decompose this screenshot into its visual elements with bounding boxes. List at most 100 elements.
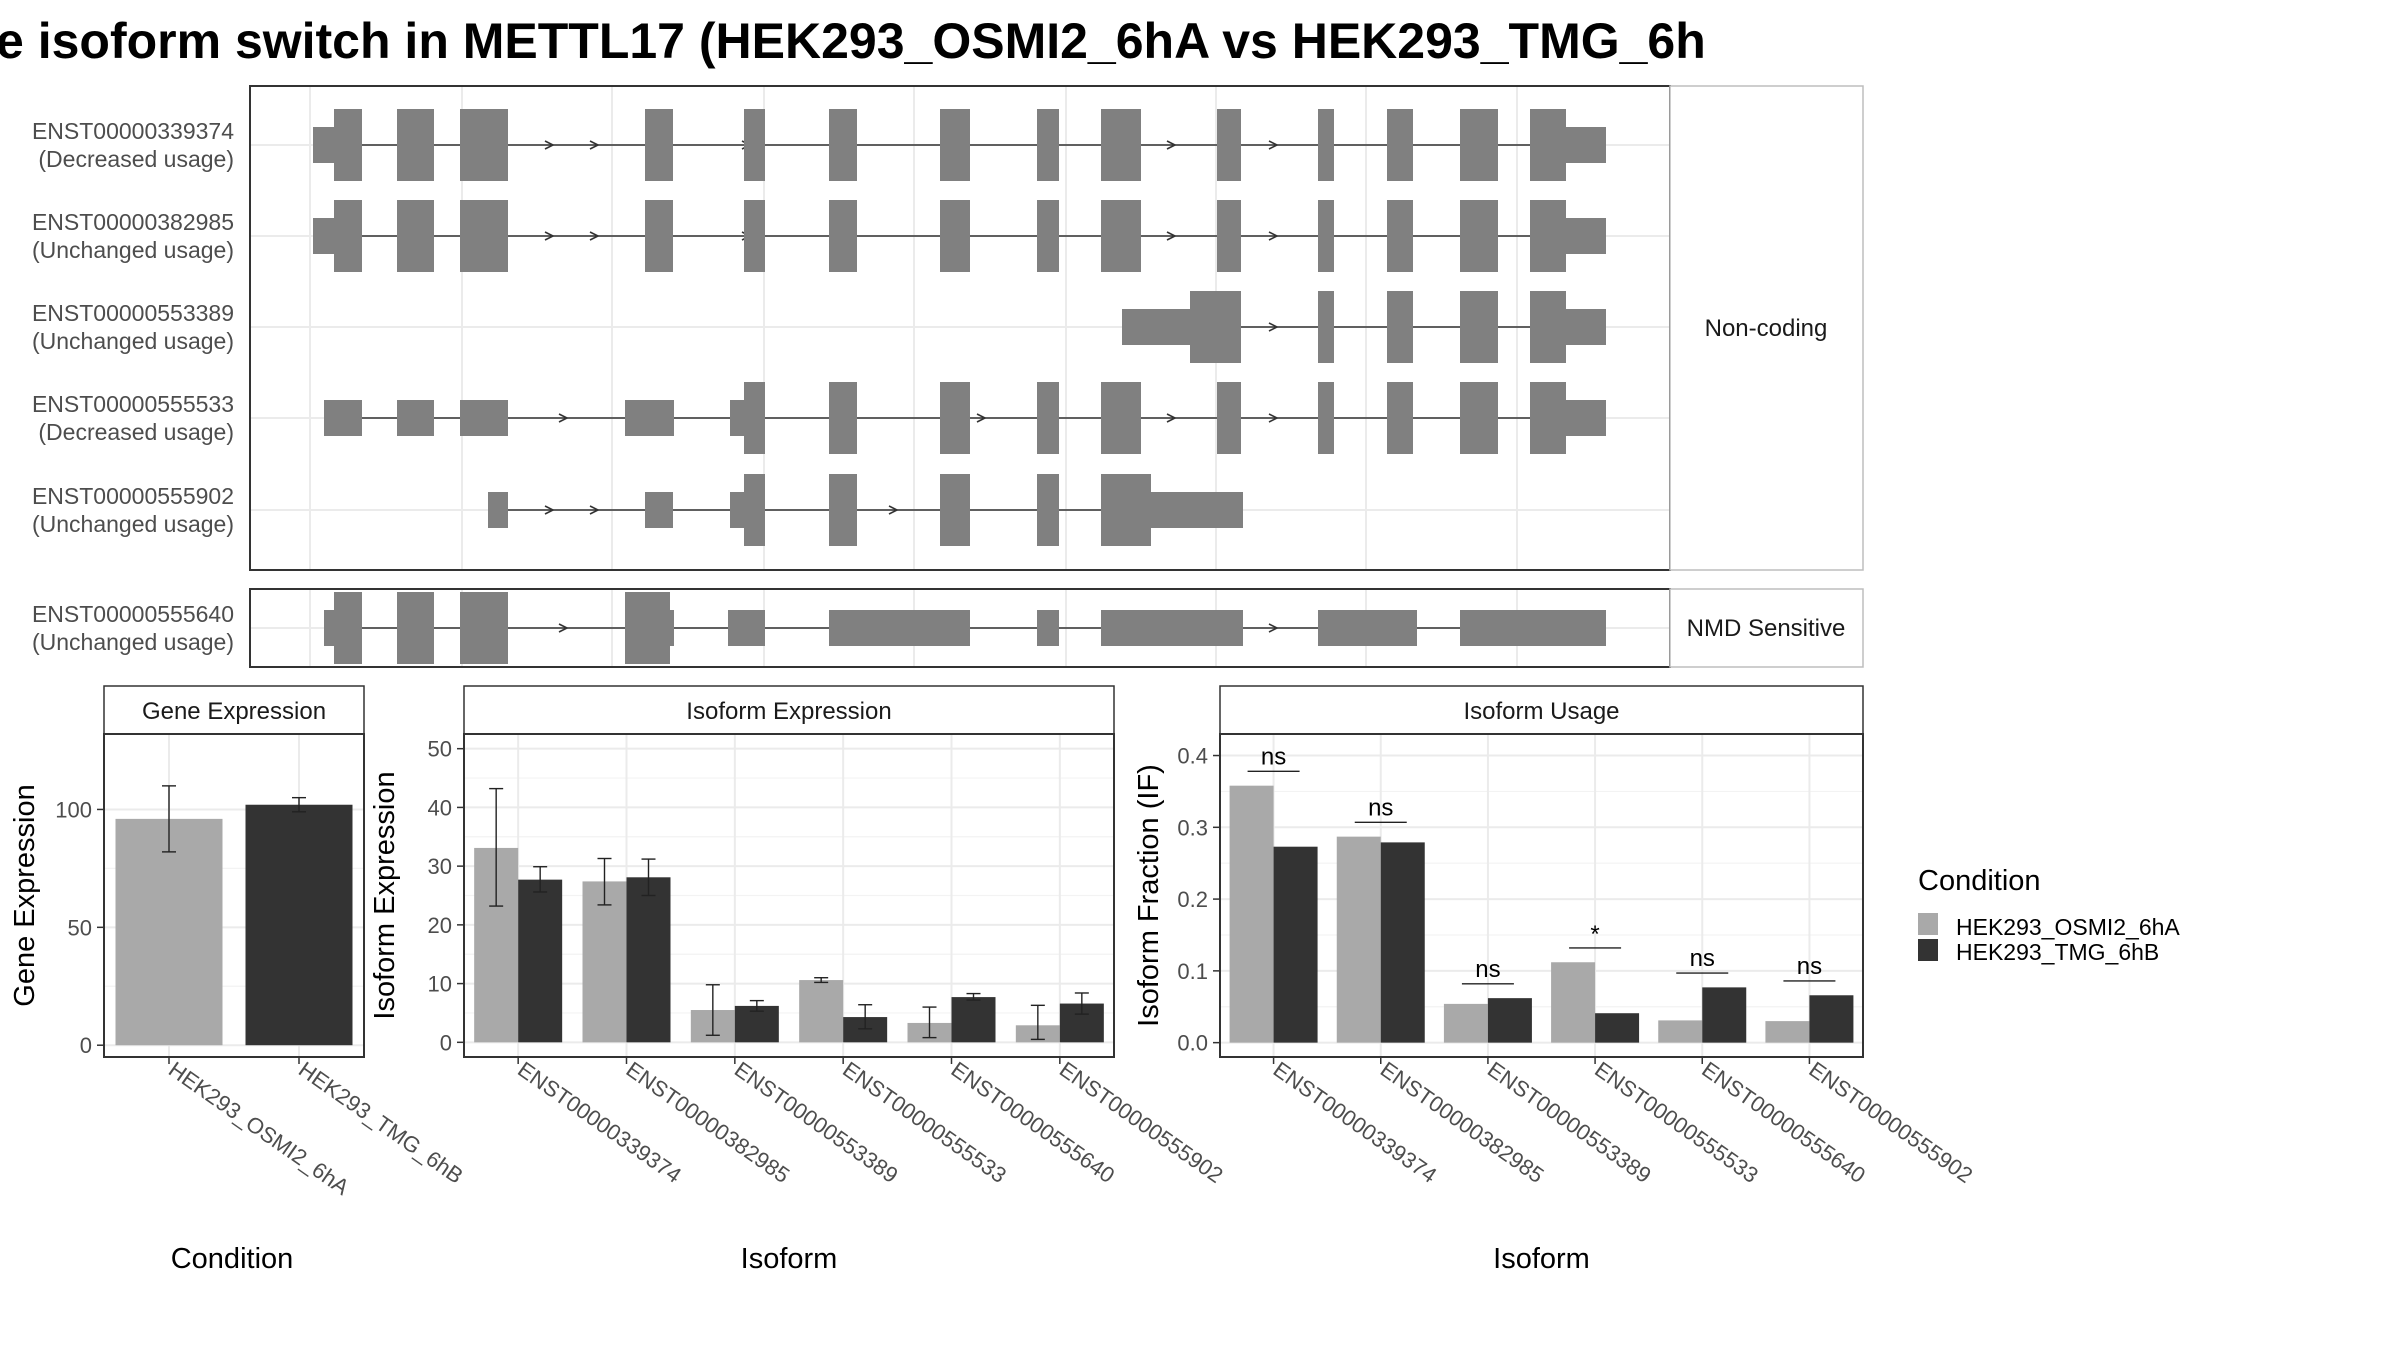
transcript-id-label: ENST00000382985 [32, 209, 234, 235]
exon [744, 382, 765, 454]
significance-label: ns [1475, 956, 1500, 983]
bar [1595, 1013, 1640, 1043]
exon [313, 218, 334, 254]
exon [1318, 610, 1417, 646]
bar [1702, 987, 1747, 1043]
significance-label: ns [1797, 953, 1822, 980]
facet-strip-label: NMD Sensitive [1687, 615, 1846, 642]
exon [1566, 400, 1606, 436]
bar [582, 881, 627, 1043]
exon [1122, 309, 1190, 345]
exon [1101, 200, 1141, 272]
bar [1658, 1020, 1703, 1043]
exon [625, 400, 674, 436]
exon [324, 400, 362, 436]
bar [1380, 842, 1425, 1043]
bar [1809, 995, 1854, 1043]
significance-label: ns [1368, 794, 1393, 821]
exon [829, 109, 857, 181]
exon [625, 592, 670, 664]
exon [728, 610, 765, 646]
chart-title: Isoform Expression [686, 698, 891, 725]
strand-arrow [589, 231, 600, 241]
exon [1530, 200, 1566, 272]
bar-charts: Gene Expression050100HEK293_OSMI2_6hAHEK… [9, 685, 1977, 1275]
bar [1273, 846, 1318, 1043]
exon [1037, 474, 1059, 546]
exon [1460, 382, 1498, 454]
exon [1037, 200, 1059, 272]
bar [626, 877, 671, 1043]
condition-legend: Condition HEK293_OSMI2_6hA HEK293_TMG_6h… [1918, 865, 2180, 965]
chart-border [463, 733, 1115, 1058]
chart-border [1219, 733, 1864, 1058]
exon [460, 592, 508, 664]
exon [730, 400, 744, 436]
significance-label: ns [1690, 945, 1715, 972]
bar [1487, 998, 1532, 1043]
exon [940, 474, 970, 546]
y-axis-title: Gene Expression [9, 784, 41, 1006]
exon [1101, 474, 1151, 546]
exon [334, 109, 362, 181]
exon [1037, 109, 1059, 181]
exon [1387, 109, 1413, 181]
exon [1318, 109, 1334, 181]
exon [1460, 109, 1498, 181]
y-tick-label: 40 [428, 795, 452, 820]
y-tick-label: 50 [428, 737, 452, 762]
exon [645, 200, 673, 272]
strand-arrow [589, 140, 600, 150]
exon [1566, 218, 1606, 254]
y-axis-title: Isoform Expression [369, 771, 401, 1019]
chart-strip [103, 685, 365, 735]
transcript-usage-label: (Unchanged usage) [32, 629, 234, 655]
exon [313, 127, 334, 163]
y-tick-label: 0.0 [1177, 1031, 1208, 1056]
exon [1318, 382, 1334, 454]
strand-arrow [1166, 140, 1177, 150]
significance-label: * [1590, 921, 1599, 948]
legend-title: Condition [1918, 865, 2041, 897]
exon [940, 109, 970, 181]
exon [1037, 382, 1059, 454]
exon [1387, 291, 1413, 363]
exon [334, 592, 362, 664]
exon [324, 610, 334, 646]
exon [1217, 382, 1241, 454]
x-axis-title: Isoform [741, 1243, 838, 1275]
exon [829, 382, 857, 454]
chart-title: Isoform Usage [1463, 698, 1619, 725]
y-tick-label: 100 [55, 797, 92, 822]
transcript-id-label: ENST00000553389 [32, 300, 234, 326]
bar [799, 980, 844, 1043]
facet-strip [1669, 588, 1864, 668]
exon [1190, 291, 1241, 363]
exon [1566, 127, 1606, 163]
exon [1530, 382, 1566, 454]
figure-title: e isoform switch in METTL17 (HEK293_OSMI… [0, 13, 1706, 69]
legend-swatch-cond2 [1918, 939, 1938, 961]
bar [1229, 785, 1274, 1043]
strand-arrow [976, 413, 987, 423]
strand-arrow [558, 413, 569, 423]
exon [488, 492, 508, 528]
transcript-usage-label: (Decreased usage) [38, 419, 234, 445]
exon [1217, 200, 1241, 272]
exon [1460, 291, 1498, 363]
exon [940, 382, 970, 454]
exon [1101, 610, 1243, 646]
exon [1460, 610, 1606, 646]
exon [829, 200, 857, 272]
exon [397, 400, 434, 436]
y-tick-label: 0.4 [1177, 744, 1208, 769]
exon [645, 109, 673, 181]
exon [1387, 382, 1413, 454]
y-tick-label: 50 [68, 915, 92, 940]
exon [744, 109, 765, 181]
strand-arrow [544, 231, 555, 241]
exon [397, 200, 434, 272]
exon [1037, 610, 1059, 646]
strand-arrow [888, 505, 899, 515]
transcript-id-label: ENST00000339374 [32, 118, 234, 144]
